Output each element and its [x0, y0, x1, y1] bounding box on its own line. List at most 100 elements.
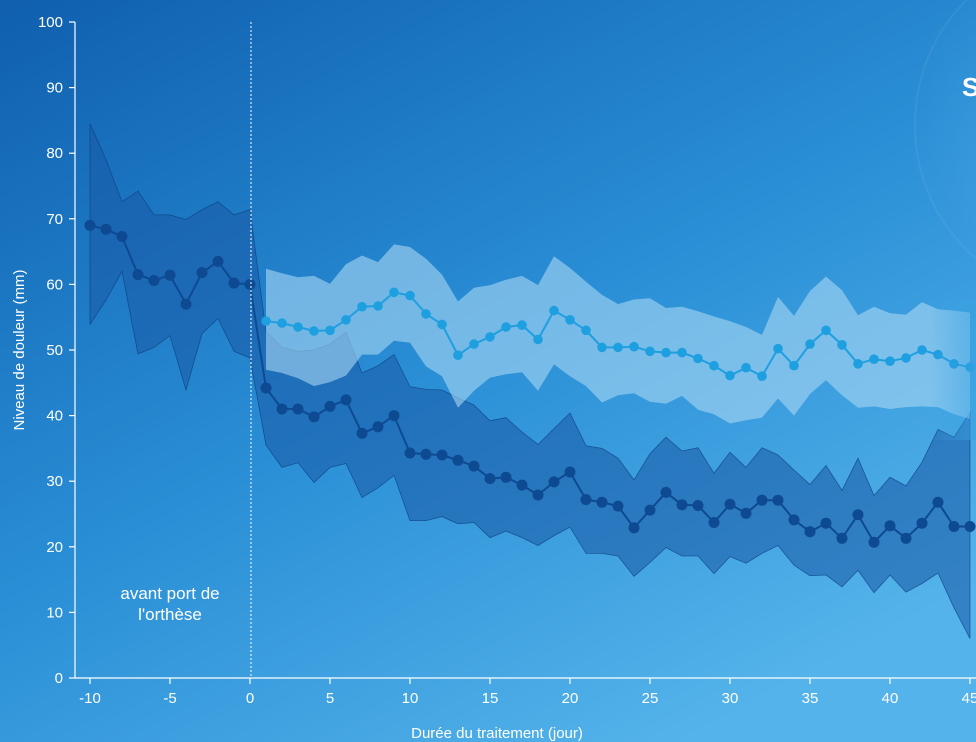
data-point	[260, 382, 272, 394]
annotation-line-2: l'orthèse	[138, 605, 202, 624]
data-point	[565, 315, 575, 325]
data-point	[869, 354, 879, 365]
data-point	[693, 353, 703, 364]
data-point	[901, 353, 911, 363]
data-point	[885, 356, 895, 367]
data-point	[84, 219, 96, 231]
data-point	[148, 275, 160, 286]
y-tick-label: 60	[46, 276, 63, 293]
y-tick-label: 80	[46, 145, 63, 162]
y-tick-label: 50	[46, 342, 63, 359]
confidence-band-2	[266, 244, 970, 424]
data-point	[677, 347, 687, 358]
data-point	[116, 231, 128, 242]
data-point	[500, 471, 512, 483]
data-point	[629, 341, 639, 352]
data-point	[597, 342, 607, 353]
data-point	[453, 350, 463, 361]
data-point	[741, 362, 751, 373]
x-axis-ticks: -10 -5 0 5 10 15 20 25 30 35 40 45	[79, 678, 976, 707]
data-point	[820, 517, 832, 529]
data-point	[132, 269, 144, 281]
series-points	[84, 219, 976, 548]
data-point	[549, 305, 559, 316]
data-point	[932, 496, 944, 508]
data-point	[837, 340, 847, 350]
data-point	[517, 320, 527, 330]
data-point	[261, 316, 271, 326]
data-point	[436, 449, 448, 461]
data-point	[645, 346, 655, 357]
data-point	[789, 360, 799, 371]
data-point	[485, 332, 495, 342]
data-point	[884, 520, 896, 532]
data-point	[772, 494, 784, 506]
data-point	[660, 486, 672, 498]
y-tick-label: 40	[46, 408, 63, 425]
y-tick-label: 0	[55, 670, 63, 687]
data-point	[852, 509, 864, 521]
data-point	[613, 342, 623, 353]
data-point	[868, 536, 880, 548]
data-point	[421, 309, 431, 319]
x-tick-label: -10	[79, 690, 101, 707]
data-point	[452, 454, 464, 466]
data-point	[100, 223, 112, 235]
data-point	[756, 494, 768, 506]
data-point	[388, 410, 400, 422]
x-tick-label: 20	[562, 690, 579, 707]
data-point	[292, 403, 304, 415]
x-tick-label: 40	[882, 690, 899, 707]
data-point	[357, 301, 367, 312]
y-tick-label: 70	[46, 211, 63, 228]
data-point	[821, 325, 831, 336]
data-point	[644, 504, 656, 516]
data-point	[533, 334, 543, 345]
x-tick-label: -5	[163, 690, 176, 707]
data-point	[853, 359, 863, 369]
data-point	[564, 466, 576, 478]
background-circle-outline	[914, 0, 976, 260]
data-point	[405, 290, 415, 301]
data-point	[708, 517, 720, 528]
data-point	[404, 447, 416, 459]
data-point	[692, 500, 704, 511]
data-point	[276, 403, 288, 415]
data-point	[788, 514, 800, 526]
data-point	[469, 339, 479, 349]
data-point	[484, 473, 496, 485]
data-point	[661, 347, 671, 358]
data-point	[372, 421, 384, 433]
data-point	[773, 343, 783, 354]
y-axis-title: Niveau de douleur (mm)	[11, 270, 28, 431]
data-point	[740, 507, 752, 519]
data-point	[196, 267, 208, 279]
data-point	[964, 521, 976, 532]
data-point	[340, 394, 352, 406]
data-point	[612, 500, 624, 512]
data-point	[805, 339, 815, 349]
data-point	[437, 319, 447, 330]
data-point	[948, 521, 960, 532]
x-tick-label: 25	[642, 690, 659, 707]
x-axis-title: Durée du traitement (jour)	[411, 725, 583, 742]
background-glow-circle	[905, 0, 976, 269]
data-point	[341, 315, 351, 325]
data-point	[917, 345, 927, 355]
y-axis-ticks: 0 10 20 30 40 50 60 70 80 90 100	[38, 14, 75, 687]
data-point	[836, 532, 848, 544]
x-tick-label: 10	[402, 690, 419, 707]
x-tick-label: 0	[246, 690, 254, 707]
data-point	[548, 476, 560, 488]
data-point	[676, 499, 688, 511]
data-point	[916, 517, 928, 529]
data-point	[804, 526, 816, 538]
x-tick-label: 5	[326, 690, 334, 707]
partial-title-letter: S	[962, 72, 976, 102]
data-point	[468, 460, 480, 472]
data-point	[325, 325, 335, 336]
y-tick-label: 20	[46, 539, 63, 556]
data-point	[596, 496, 608, 508]
data-point	[180, 298, 192, 310]
